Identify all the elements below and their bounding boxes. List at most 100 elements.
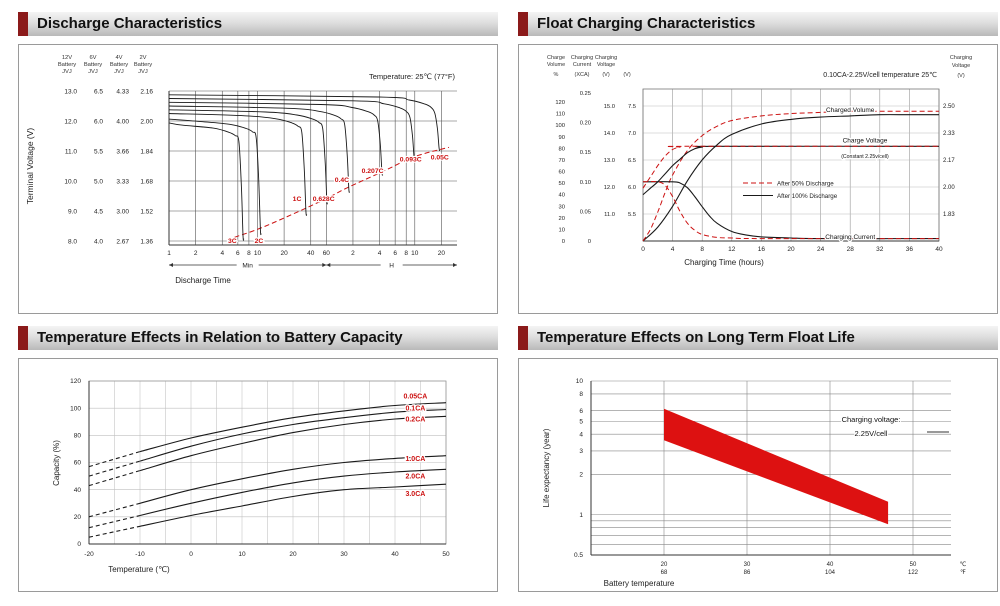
panel-discharge: Discharge Characteristics 12V Battery JVJ 1… [18,12,498,314]
svg-text:0: 0 [588,239,591,245]
svg-text:30: 30 [559,204,565,210]
svg-text:1.52: 1.52 [140,208,153,215]
temperature-capacity-chart: 0 20 40 60 80 100 120 -20 -10 0 10 20 30 40 50 Temperat… [52,378,450,574]
float-charging-characteristics-chart: ChargeVolume%120110100908070605040302010… [547,55,972,267]
svg-text:0: 0 [562,239,565,245]
svg-text:H: H [389,262,394,269]
svg-text:70: 70 [559,158,565,164]
svg-text:12: 12 [728,246,736,253]
svg-text:1.84: 1.84 [140,148,153,155]
svg-text:0.25: 0.25 [580,91,591,97]
svg-text:Charged Volume: Charged Volume [826,107,875,114]
svg-text:3: 3 [579,448,583,455]
header-accent-square [518,326,528,350]
svg-text:1C: 1C [293,196,302,203]
svg-text:80: 80 [559,146,565,152]
svg-text:Min: Min [242,262,253,269]
svg-text:Battery: Battery [110,62,128,68]
svg-text:14.0: 14.0 [604,131,615,137]
svg-text:8: 8 [247,250,251,257]
svg-text:Terminal Voltage (V): Terminal Voltage (V) [25,128,35,205]
svg-text:7.0: 7.0 [628,131,636,137]
svg-text:6.5: 6.5 [94,88,103,95]
svg-text:20: 20 [289,551,297,558]
svg-text:Discharge Time: Discharge Time [175,276,231,285]
svg-text:3C: 3C [228,238,237,245]
svg-text:36: 36 [906,246,914,253]
svg-text:12V: 12V [62,55,72,61]
svg-text:2C: 2C [255,238,264,245]
svg-text:12.0: 12.0 [604,185,615,191]
svg-text:120: 120 [70,378,81,385]
svg-text:Charging Time (hours): Charging Time (hours) [684,258,764,267]
svg-text:12.0: 12.0 [64,118,77,125]
panel-float-charging: Float Charging Characteristics Charge Vol… [518,12,998,314]
panel-discharge-title: Discharge Characteristics [37,15,223,32]
svg-text:1.0CA: 1.0CA [405,456,425,463]
float-charging-chart-box: Charge Volume% 120 110 100 90 80 70 60 50 40 30 20 10… [518,44,998,314]
svg-text:0: 0 [77,541,81,548]
svg-text:0.1CA: 0.1CA [405,406,425,413]
svg-text:50: 50 [559,181,565,187]
panel-discharge-header: Discharge Characteristics [18,12,498,36]
svg-text:(V): (V) [623,72,631,78]
svg-text:4.33: 4.33 [116,88,129,95]
svg-text:13.0: 13.0 [604,158,615,164]
svg-text:2: 2 [351,250,355,257]
svg-text:5.5: 5.5 [628,212,636,218]
svg-text:40: 40 [74,487,82,494]
svg-text:℉: ℉ [960,569,966,576]
discharge-chart-box: 12V Battery JVJ 13.0 12.0 11.0 10.0 9.0 8.0 6V Bat… [18,44,498,314]
float-life-chart: 1086543210.5206830864010450122℃℉Charging… [542,378,967,588]
svg-text:120: 120 [555,100,565,106]
svg-text:Charge Voltage: Charge Voltage [843,138,888,145]
svg-text:30: 30 [340,551,348,558]
svg-text:80: 80 [74,433,82,440]
svg-text:5.0: 5.0 [94,178,103,185]
svg-text:6.0: 6.0 [628,185,636,191]
svg-text:0.5: 0.5 [574,552,583,559]
svg-text:3.66: 3.66 [116,148,129,155]
svg-text:28: 28 [847,246,855,253]
svg-text:Life expectancy (year): Life expectancy (year) [542,428,551,507]
svg-text:0.05C: 0.05C [431,155,449,162]
svg-text:20: 20 [787,246,795,253]
svg-text:104: 104 [825,570,836,576]
svg-text:0.093C: 0.093C [400,157,422,164]
svg-text:After 100% Discharge: After 100% Discharge [777,193,838,200]
svg-text:Volume: Volume [547,62,565,68]
svg-text:1.36: 1.36 [140,238,153,245]
svg-text:15.0: 15.0 [604,104,615,110]
svg-text:24: 24 [817,246,825,253]
svg-text:℃: ℃ [960,561,967,568]
svg-text:20: 20 [559,216,565,222]
svg-text:After 50% Discharge: After 50% Discharge [777,180,834,187]
svg-text:Voltage: Voltage [952,63,970,69]
svg-text:20: 20 [438,250,446,257]
svg-text:(V): (V) [957,73,965,79]
svg-text:1.83: 1.83 [943,212,955,218]
svg-text:40: 40 [391,551,399,558]
svg-text:Charging: Charging [595,55,617,61]
svg-text:JVJ: JVJ [62,69,72,75]
svg-text:11.0: 11.0 [604,212,615,218]
svg-text:0: 0 [189,551,193,558]
svg-text:2.0CA: 2.0CA [405,474,425,481]
svg-text:2.17: 2.17 [943,158,955,164]
svg-text:10: 10 [576,378,584,385]
svg-text:0: 0 [641,246,645,253]
svg-text:13.0: 13.0 [64,88,77,95]
svg-text:2.33: 2.33 [943,131,955,137]
svg-text:3.0CA: 3.0CA [405,491,425,498]
svg-text:8: 8 [404,250,408,257]
svg-text:Charge: Charge [547,55,565,61]
svg-text:10.0: 10.0 [64,178,77,185]
svg-text:4: 4 [220,250,224,257]
svg-text:68: 68 [661,570,668,576]
svg-text:JVJ: JVJ [88,69,98,75]
svg-text:4: 4 [378,250,382,257]
svg-text:2.16: 2.16 [140,88,153,95]
svg-text:32: 32 [876,246,884,253]
svg-text:10: 10 [559,227,565,233]
svg-text:90: 90 [559,135,565,141]
